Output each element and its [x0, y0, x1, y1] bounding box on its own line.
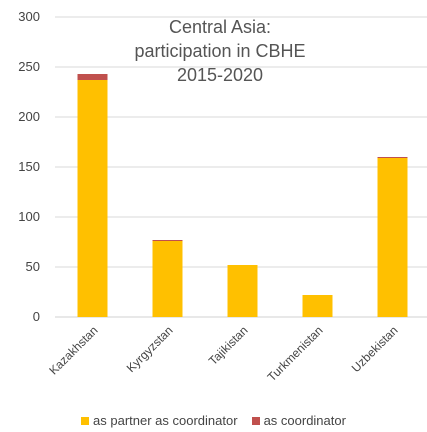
bar-kyrgyzstan-series-0: [152, 241, 183, 317]
chart-title-line-1: Central Asia:: [168, 17, 272, 37]
x-tick-label-kyrgyzstan: Kyrgyzstan: [124, 323, 176, 375]
bar-tajikistan-series-0: [227, 265, 258, 317]
legend-label-coordinator: as coordinator: [263, 413, 346, 428]
bar-kazakhstan-series-1: [77, 74, 108, 80]
y-tick-label-250: 250: [18, 59, 40, 74]
x-tick-label-tajikistan: Tajikistan: [206, 323, 251, 368]
y-tick-label-150: 150: [18, 159, 40, 174]
x-tick-label-turkmenistan: Turkmenistan: [265, 323, 326, 384]
bar-turkmenistan-series-0: [302, 295, 333, 317]
bar-kazakhstan-series-0: [77, 80, 108, 317]
bar-kyrgyzstan-series-1: [152, 240, 183, 241]
y-tick-label-300: 300: [18, 9, 40, 24]
legend-swatch-partner: [81, 416, 90, 425]
legend-item-coordinator: as coordinator: [251, 413, 346, 428]
legend-item-partner: as partner as coordinator: [81, 413, 238, 428]
chart-legend: as partner as coordinator as coordinator: [0, 413, 427, 428]
x-tick-label-uzbekistan: Uzbekistan: [349, 323, 401, 375]
bar-uzbekistan-series-0: [377, 158, 408, 317]
y-tick-label-100: 100: [18, 209, 40, 224]
y-tick-label-0: 0: [33, 309, 40, 324]
legend-swatch-coordinator: [251, 416, 260, 425]
y-tick-label-50: 50: [26, 259, 40, 274]
y-tick-label-200: 200: [18, 109, 40, 124]
bar-uzbekistan-series-1: [377, 157, 408, 158]
x-tick-label-kazakhstan: Kazakhstan: [46, 323, 100, 377]
chart-title-line-2: participation in CBHE: [134, 41, 306, 61]
chart-title-line-3: 2015-2020: [176, 65, 264, 85]
legend-label-partner: as partner as coordinator: [93, 413, 238, 428]
